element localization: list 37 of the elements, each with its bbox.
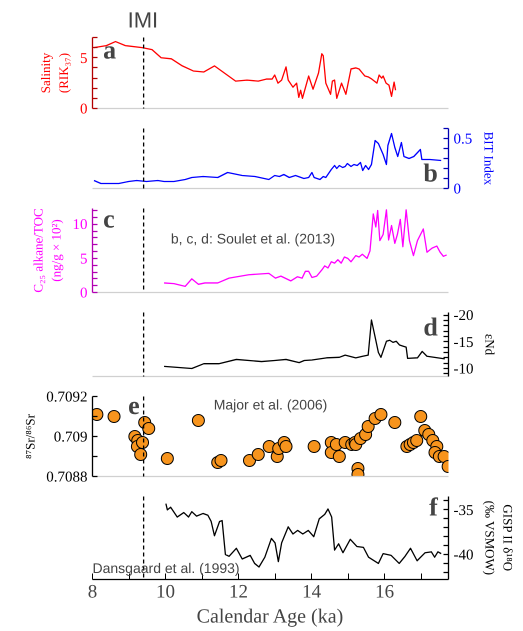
y2-axis-title: εNd xyxy=(482,334,498,356)
y-axis-title: ⁸⁷Sr/⁸⁶Sr xyxy=(22,413,38,459)
annotation: Major et al. (2006) xyxy=(214,396,328,412)
y2-tick-label: -20 xyxy=(454,308,474,324)
y-tick-label: 0.709 xyxy=(54,430,88,446)
ref-line-label: IMI xyxy=(128,8,158,32)
y2-axis-title: BIT Index xyxy=(481,132,496,186)
x-axis-title: Calendar Age (ka) xyxy=(196,606,344,628)
y-tick-label: 10 xyxy=(72,217,88,234)
y-tick-label: 0 xyxy=(80,102,88,118)
annotation: f xyxy=(429,492,438,522)
y2-axis-title: GISP II δ¹⁸O (‰ VSMOW) xyxy=(482,500,516,576)
y-axis-title: C₂₅ alkane/TOC (ng/g × 10²) xyxy=(30,208,64,293)
y2-tick-label: -10 xyxy=(454,362,474,378)
annotation: b xyxy=(423,158,438,188)
y-tick-label: 5 xyxy=(80,251,88,268)
y-tick-label: 0 xyxy=(80,286,88,302)
annotation: d xyxy=(423,312,438,342)
y-tick-label: 0.7088 xyxy=(46,470,88,486)
annotation: c xyxy=(103,204,115,234)
y-tick-label: 5 xyxy=(80,50,88,67)
y2-tick-label: -40 xyxy=(454,548,474,564)
y2-tick-label: 0 xyxy=(454,182,461,198)
x-tick-label: 16 xyxy=(375,582,394,602)
y-axis-title: Salinity (RIK₃₇) xyxy=(38,52,71,94)
annotation: a xyxy=(103,35,116,64)
annotation: Dansgaard et al. (1993) xyxy=(92,560,240,576)
x-tick-label: 10 xyxy=(156,582,176,602)
annotation: b, c, d: Soulet et al. (2013) xyxy=(170,230,336,246)
y2-tick-label: -15 xyxy=(454,334,474,351)
x-tick-label: 12 xyxy=(229,582,248,602)
y-tick-label: 0.7092 xyxy=(46,390,88,406)
y2-tick-label: -35 xyxy=(454,502,474,519)
y2-tick-label: 0.5 xyxy=(454,132,472,148)
x-tick-label: 8 xyxy=(88,582,98,602)
annotation: e xyxy=(128,391,140,420)
x-tick-label: 14 xyxy=(302,582,322,602)
